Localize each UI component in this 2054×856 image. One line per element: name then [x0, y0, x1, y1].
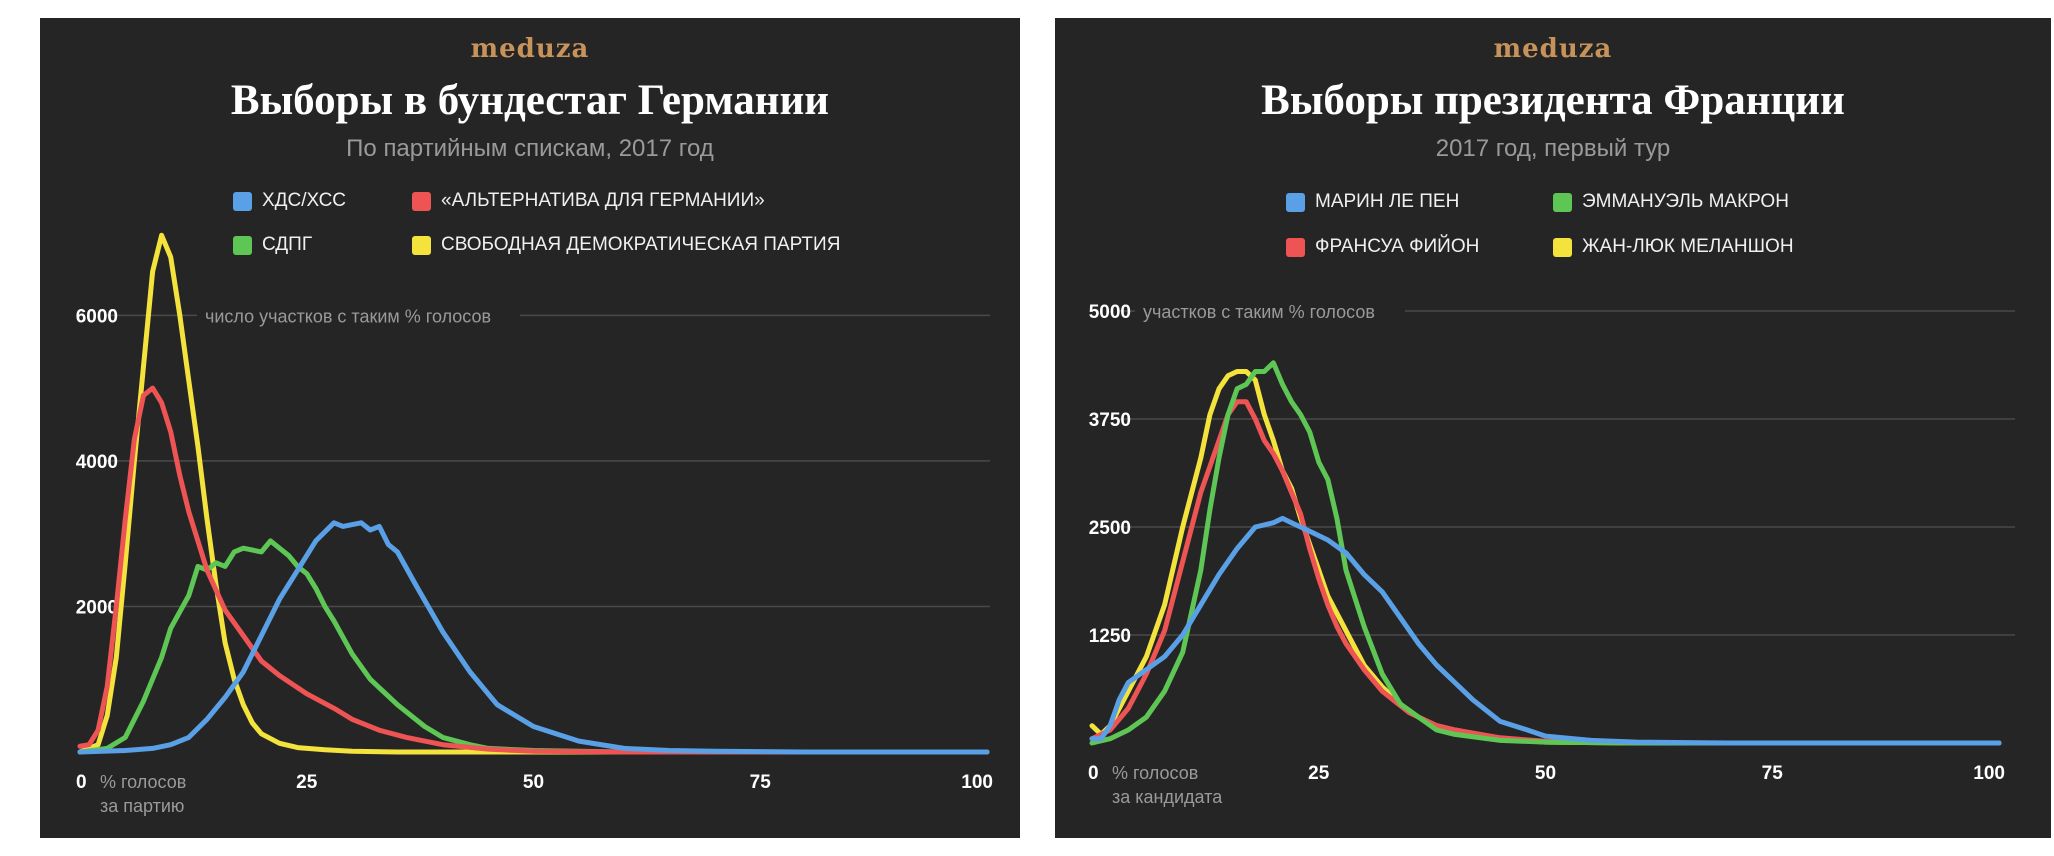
- legend-label: СВОБОДНАЯ ДЕМОКРАТИЧЕСКАЯ ПАРТИЯ: [441, 234, 841, 255]
- legend-label: ЖАН-ЛЮК МЕЛАНШОН: [1582, 236, 1794, 257]
- y-tick-label: 3750: [1089, 410, 1131, 431]
- legend-item-melenchon: ЖАН-ЛЮК МЕЛАНШОН: [1553, 236, 1794, 258]
- chart-subtitle: По партийным спискам, 2017 год: [346, 135, 714, 162]
- x-tick-label: 0: [1088, 763, 1099, 784]
- x-tick-label: 50: [1535, 763, 1556, 784]
- x-tick-label: 75: [750, 772, 772, 793]
- legend-item-cdu-csu: ХДС/ХСС: [233, 190, 346, 212]
- y-tick-label: 4000: [76, 452, 118, 473]
- x-tick-label: 25: [1308, 763, 1330, 784]
- x-tick-label: 100: [1973, 763, 2005, 784]
- x-tick-label: 50: [523, 772, 544, 793]
- legend-item-le-pen: МАРИН ЛЕ ПЕН: [1286, 191, 1459, 213]
- france-chart-panel: meduza Выборы президента Франции 2017 го…: [1055, 18, 2051, 838]
- legend-item-macron: ЭММАНУЭЛЬ МАКРОН: [1553, 191, 1789, 213]
- legend-label: СДПГ: [262, 234, 313, 255]
- legend-item-afd: «АЛЬТЕРНАТИВА ДЛЯ ГЕРМАНИИ»: [412, 190, 765, 212]
- germany-line-chart: 2000 4000 6000 число участков с таким % гол…: [76, 232, 993, 816]
- x-tick-label: 0: [76, 772, 87, 793]
- legend-swatch-blue: [1286, 192, 1305, 212]
- x-axis-note: за партию: [100, 796, 184, 816]
- legend-label: МАРИН ЛЕ ПЕН: [1315, 191, 1460, 212]
- meduza-logo: meduza: [1493, 34, 1613, 64]
- x-tick-label: 25: [296, 772, 318, 793]
- y-tick-label: 5000: [1089, 302, 1131, 323]
- legend-label: ФРАНСУА ФИЙОН: [1315, 236, 1480, 257]
- series-line: [1089, 360, 2002, 746]
- y-tick-label: 6000: [76, 306, 118, 327]
- y-axis-note: участков с таким % голосов: [1143, 302, 1375, 322]
- x-axis-note: % голосов: [100, 772, 186, 792]
- y-axis-note: число участков с таким % голосов: [205, 306, 491, 326]
- legend-swatch-green: [1553, 192, 1572, 212]
- series-line: [77, 232, 990, 755]
- legend-swatch-green: [233, 235, 252, 255]
- meduza-logo: meduza: [470, 34, 590, 64]
- france-line-chart: 1250 2500 3750 5000 участков с таким % голос…: [1088, 302, 2015, 807]
- y-tick-label: 2500: [1089, 518, 1131, 539]
- chart-title: Выборы президента Франции: [1261, 77, 1845, 124]
- y-tick-label: 1250: [1089, 626, 1131, 647]
- legend-swatch-red: [1286, 237, 1305, 257]
- legend-swatch-red: [412, 191, 431, 211]
- legend-swatch-yellow: [412, 235, 431, 255]
- legend-label: ЭММАНУЭЛЬ МАКРОН: [1582, 191, 1789, 212]
- x-axis-note: % голосов: [1112, 763, 1198, 783]
- chart-title: Выборы в бундестаг Германии: [230, 77, 830, 124]
- x-tick-label: 75: [1762, 763, 1784, 784]
- legend-label: «АЛЬТЕРНАТИВА ДЛЯ ГЕРМАНИИ»: [441, 190, 765, 211]
- series-line: [1089, 399, 2002, 746]
- series-line: [77, 520, 990, 755]
- legend-item-fdp: СВОБОДНАЯ ДЕМОКРАТИЧЕСКАЯ ПАРТИЯ: [412, 234, 840, 256]
- series-line: [1089, 515, 2002, 746]
- legend-swatch-yellow: [1553, 237, 1572, 257]
- x-axis-note: за кандидата: [1112, 787, 1223, 807]
- legend-swatch-blue: [233, 191, 252, 211]
- legend-item-fillon: ФРАНСУА ФИЙОН: [1286, 236, 1479, 258]
- y-tick-label: 2000: [76, 597, 118, 618]
- germany-chart-panel: meduza Выборы в бундестаг Германии По па…: [40, 18, 1020, 838]
- legend-label: ХДС/ХСС: [262, 190, 347, 211]
- chart-subtitle: 2017 год, первый тур: [1435, 135, 1671, 162]
- legend-item-spd: СДПГ: [233, 234, 312, 256]
- series-line: [77, 385, 990, 755]
- x-tick-label: 100: [961, 772, 993, 793]
